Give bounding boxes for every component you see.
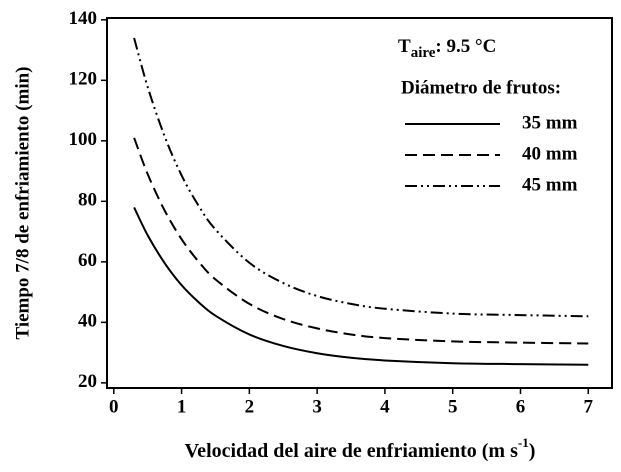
y-tick-label: 60: [78, 250, 97, 271]
x-tick-label: 7: [584, 396, 594, 417]
y-tick-label: 80: [78, 190, 97, 211]
y-tick-label: 100: [69, 129, 98, 150]
x-label-sup: -1: [518, 435, 529, 450]
x-tick-label: 4: [380, 396, 390, 417]
x-tick-label: 6: [516, 396, 526, 417]
x-tick-label: 2: [245, 396, 255, 417]
y-tick-label: 20: [78, 371, 97, 392]
plot-frame: [106, 17, 613, 389]
legend-label: 45 mm: [522, 174, 578, 195]
y-tick-label: 140: [69, 8, 98, 29]
series-line: [133, 37, 589, 318]
x-tick-label: 1: [177, 396, 187, 417]
series-line: [133, 137, 589, 345]
annotation: Taire: 9.5 °C: [398, 36, 496, 61]
x-tick-label: 3: [312, 396, 322, 417]
y-tick-label: 120: [69, 69, 98, 90]
y-tick-label: 40: [78, 311, 97, 332]
x-tick-label: 5: [448, 396, 458, 417]
x-tick-label: 0: [109, 396, 119, 417]
series-line: [133, 206, 589, 366]
legend-label: 40 mm: [522, 143, 578, 164]
legend-title: Diámetro de frutos:: [401, 77, 561, 98]
y-axis-label: Tiempo 7/8 de enfriamiento (min): [12, 66, 33, 339]
annotation-sub: aire: [411, 45, 436, 61]
legend-label: 35 mm: [522, 112, 578, 133]
annotation-main: T: [398, 36, 411, 57]
x-axis-label: Velocidad del aire de enfriamiento (m s-…: [185, 435, 536, 462]
x-label-end: ): [529, 440, 536, 462]
x-label-main: Velocidad del aire de enfriamiento (m s: [185, 440, 519, 462]
annotation-rest: : 9.5 °C: [435, 36, 496, 57]
